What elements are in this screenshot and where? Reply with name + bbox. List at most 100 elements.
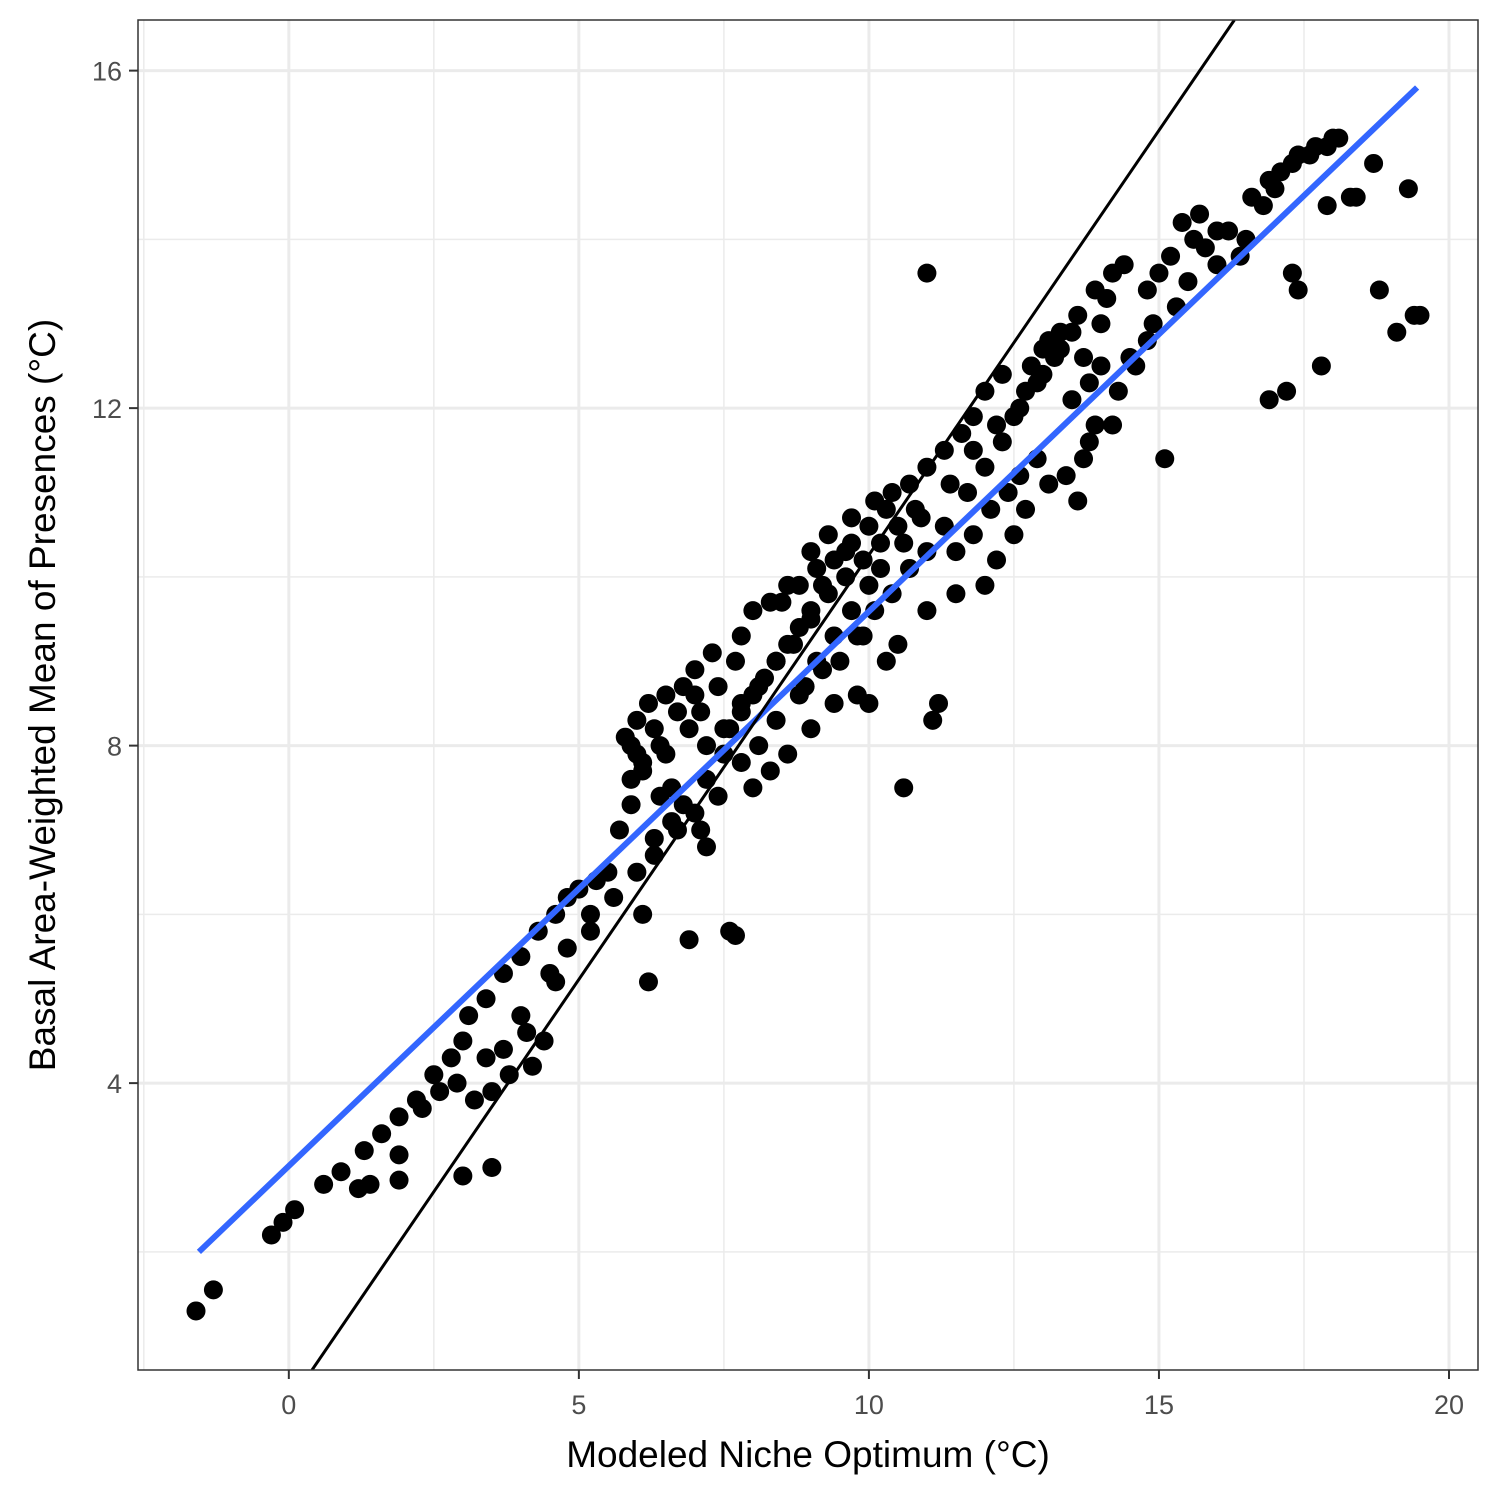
x-tick-label: 10 — [854, 1390, 884, 1420]
data-point — [952, 423, 972, 443]
data-point — [1253, 196, 1273, 216]
data-point — [702, 643, 722, 663]
data-point — [1114, 255, 1134, 275]
data-point — [447, 1073, 467, 1093]
data-point — [940, 474, 960, 494]
data-point — [923, 710, 943, 730]
data-point — [656, 685, 676, 705]
data-point — [1190, 204, 1210, 224]
data-point — [987, 415, 1007, 435]
data-point — [1039, 331, 1059, 351]
fit-line — [196, 85, 1420, 1255]
y-axis-title: Basal Area-Weighted Mean of Presences (°… — [22, 319, 63, 1071]
data-point — [1137, 280, 1157, 300]
data-point — [708, 786, 728, 806]
data-point — [1161, 246, 1181, 266]
data-point — [627, 862, 647, 882]
x-tick-label: 15 — [1144, 1390, 1174, 1420]
data-point — [372, 1124, 392, 1144]
grid-major — [138, 20, 1478, 1370]
data-point — [1056, 466, 1076, 486]
data-point — [894, 533, 914, 553]
data-point — [285, 1200, 305, 1220]
y-tick-label: 4 — [107, 1069, 122, 1099]
data-point — [917, 601, 937, 621]
data-point — [766, 651, 786, 671]
data-point — [1149, 263, 1169, 283]
identity-line — [310, 20, 1236, 1370]
data-point — [656, 744, 676, 764]
data-point — [679, 719, 699, 739]
data-point — [1010, 398, 1030, 418]
data-point — [1329, 128, 1349, 148]
data-lines — [196, 20, 1420, 1370]
data-point — [871, 558, 891, 578]
data-point — [963, 407, 983, 427]
data-point — [1137, 331, 1157, 351]
data-point — [1079, 432, 1099, 452]
data-point — [731, 753, 751, 772]
data-point — [1143, 314, 1163, 334]
data-point — [604, 888, 624, 907]
data-point — [1062, 322, 1082, 342]
data-point — [917, 542, 937, 562]
data-point — [946, 584, 966, 604]
data-point — [580, 921, 600, 941]
data-point — [273, 1212, 293, 1232]
data-point — [882, 483, 902, 502]
data-point — [1091, 356, 1111, 376]
data-point — [981, 499, 1001, 519]
data-point — [557, 938, 577, 958]
data-point — [389, 1145, 409, 1165]
data-point — [929, 693, 949, 713]
data-point — [998, 483, 1018, 502]
data-point — [499, 1065, 519, 1085]
data-point — [859, 516, 879, 536]
data-point — [975, 575, 995, 595]
data-point — [696, 736, 716, 756]
data-point — [667, 820, 687, 840]
data-point — [865, 601, 885, 621]
data-point — [389, 1170, 409, 1190]
data-point — [314, 1174, 334, 1194]
data-point — [1091, 314, 1111, 334]
data-point — [1369, 280, 1389, 300]
x-tick-label: 5 — [571, 1390, 586, 1420]
y-axis-ticks: 4 8 12 16 — [92, 57, 138, 1099]
data-point — [1016, 499, 1036, 519]
data-point — [911, 508, 931, 528]
data-point — [1079, 373, 1099, 393]
data-point — [1288, 280, 1308, 300]
data-point — [987, 550, 1007, 570]
data-point — [894, 778, 914, 798]
data-point — [621, 736, 641, 756]
data-point — [1265, 179, 1285, 199]
data-point — [749, 677, 769, 697]
x-tick-label: 0 — [281, 1390, 296, 1420]
data-point — [453, 1031, 473, 1051]
data-point — [1062, 390, 1082, 410]
panel-border — [137, 19, 1479, 1371]
data-point — [354, 1141, 374, 1161]
data-point — [1346, 187, 1366, 207]
data-point — [679, 930, 699, 950]
data-point — [801, 542, 821, 562]
data-point — [691, 820, 711, 840]
data-point — [517, 1023, 537, 1042]
data-point — [807, 558, 827, 578]
data-point — [1410, 305, 1430, 325]
data-point — [1074, 348, 1094, 367]
data-point — [992, 432, 1012, 452]
data-point — [540, 963, 560, 983]
data-point — [818, 525, 838, 545]
data-point — [1311, 356, 1331, 376]
data-point — [725, 925, 745, 945]
data-point — [441, 1048, 461, 1068]
data-point — [621, 795, 641, 815]
data-point — [1004, 525, 1024, 545]
data-points — [186, 128, 1430, 1321]
data-point — [1398, 179, 1418, 199]
data-point — [511, 1006, 531, 1026]
data-point — [482, 1082, 502, 1102]
data-point — [876, 499, 896, 519]
